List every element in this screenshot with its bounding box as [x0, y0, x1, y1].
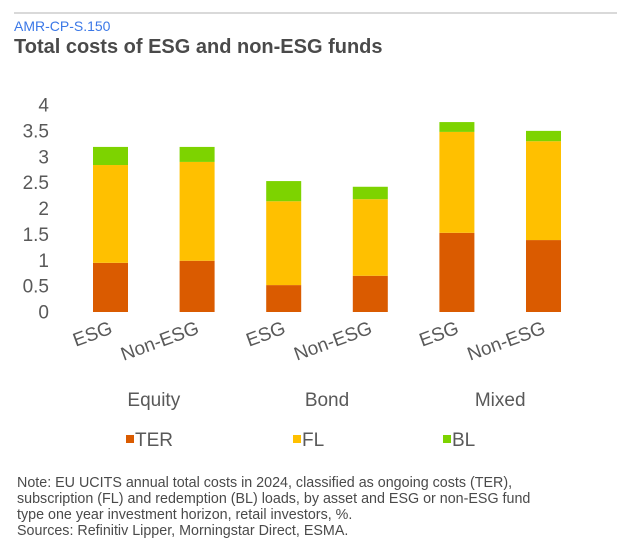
- bar-segment-ter: [352, 275, 388, 312]
- x-axis-labels: ESG Non-ESG ESG Non-ESG ESG Non-ESG: [70, 318, 548, 366]
- bar-segment-ter: [93, 262, 128, 312]
- bar-segment-bl: [266, 181, 302, 202]
- top-rule: [14, 12, 617, 14]
- bar-stack: [179, 146, 215, 312]
- note-line: Note: EU UCITS annual total costs in 202…: [17, 475, 513, 491]
- group-label: Bond: [305, 390, 349, 411]
- y-tick-label: 2: [38, 199, 49, 220]
- bar-segment-fl: [179, 161, 215, 261]
- bars: [93, 122, 561, 312]
- bar-stack: [439, 122, 475, 312]
- legend-swatch: [443, 435, 451, 443]
- y-tick-label: 0.5: [23, 277, 49, 298]
- bar-stack: [93, 146, 128, 312]
- note-line: subscription (FL) and redemption (BL) lo…: [17, 491, 531, 507]
- bar-segment-bl: [179, 146, 215, 162]
- bar-segment-ter: [179, 260, 215, 312]
- legend-swatch: [126, 435, 134, 443]
- group-label: Equity: [127, 390, 180, 411]
- chart-code: AMR-CP-S.150: [14, 18, 111, 34]
- sources-line: Sources: Refinitiv Lipper, Morningstar D…: [17, 523, 349, 539]
- legend: TER FL BL: [126, 430, 475, 451]
- bar-segment-fl: [439, 131, 475, 233]
- x-tick-label: ESG: [70, 318, 115, 351]
- y-tick-label: 1: [38, 251, 49, 272]
- bar-segment-fl: [526, 141, 561, 241]
- bar-stack: [352, 186, 388, 312]
- bar-segment-bl: [439, 122, 475, 132]
- y-tick-label: 4: [38, 96, 49, 117]
- legend-label: FL: [302, 430, 324, 451]
- legend-item-fl: FL: [293, 430, 324, 451]
- legend-item-ter: TER: [126, 430, 173, 451]
- bar-segment-fl: [93, 165, 128, 263]
- legend-label: BL: [452, 430, 475, 451]
- x-tick-label: Non-ESG: [291, 318, 375, 366]
- chart-note: Note: EU UCITS annual total costs in 202…: [17, 475, 607, 539]
- note-line: type one year investment horizon, retail…: [17, 507, 353, 523]
- legend-item-bl: BL: [443, 430, 475, 451]
- bar-segment-bl: [352, 186, 388, 200]
- bar-segment-ter: [439, 232, 475, 312]
- chart-title: Total costs of ESG and non-ESG funds: [14, 36, 383, 58]
- group-labels: Equity Bond Mixed: [127, 390, 525, 411]
- bar-stack: [266, 181, 302, 312]
- y-tick-label: 0: [38, 303, 49, 324]
- y-tick-label: 3: [38, 147, 49, 168]
- y-tick-label: 1.5: [23, 225, 49, 246]
- y-tick-label: 2.5: [23, 173, 49, 194]
- legend-swatch: [293, 435, 301, 443]
- bar-segment-bl: [526, 130, 561, 142]
- x-tick-label: Non-ESG: [465, 318, 549, 366]
- legend-label: TER: [135, 430, 173, 451]
- x-tick-label: ESG: [244, 318, 289, 351]
- bar-segment-ter: [266, 285, 302, 312]
- bar-stack: [526, 130, 561, 312]
- group-label: Mixed: [475, 390, 526, 411]
- bar-segment-bl: [93, 146, 128, 166]
- stacked-bar-chart: 00.511.522.533.54 ESG Non-ESG ESG Non-ESG ES…: [23, 96, 561, 451]
- bar-segment-fl: [352, 199, 388, 276]
- x-tick-label: Non-ESG: [118, 318, 202, 366]
- bar-segment-fl: [266, 201, 302, 286]
- bar-segment-ter: [526, 240, 561, 312]
- y-tick-label: 3.5: [23, 121, 49, 142]
- y-axis: 0 0.5 1 1.5 2 2.5 3 3.5 4: [23, 96, 50, 324]
- x-tick-label: ESG: [417, 318, 462, 351]
